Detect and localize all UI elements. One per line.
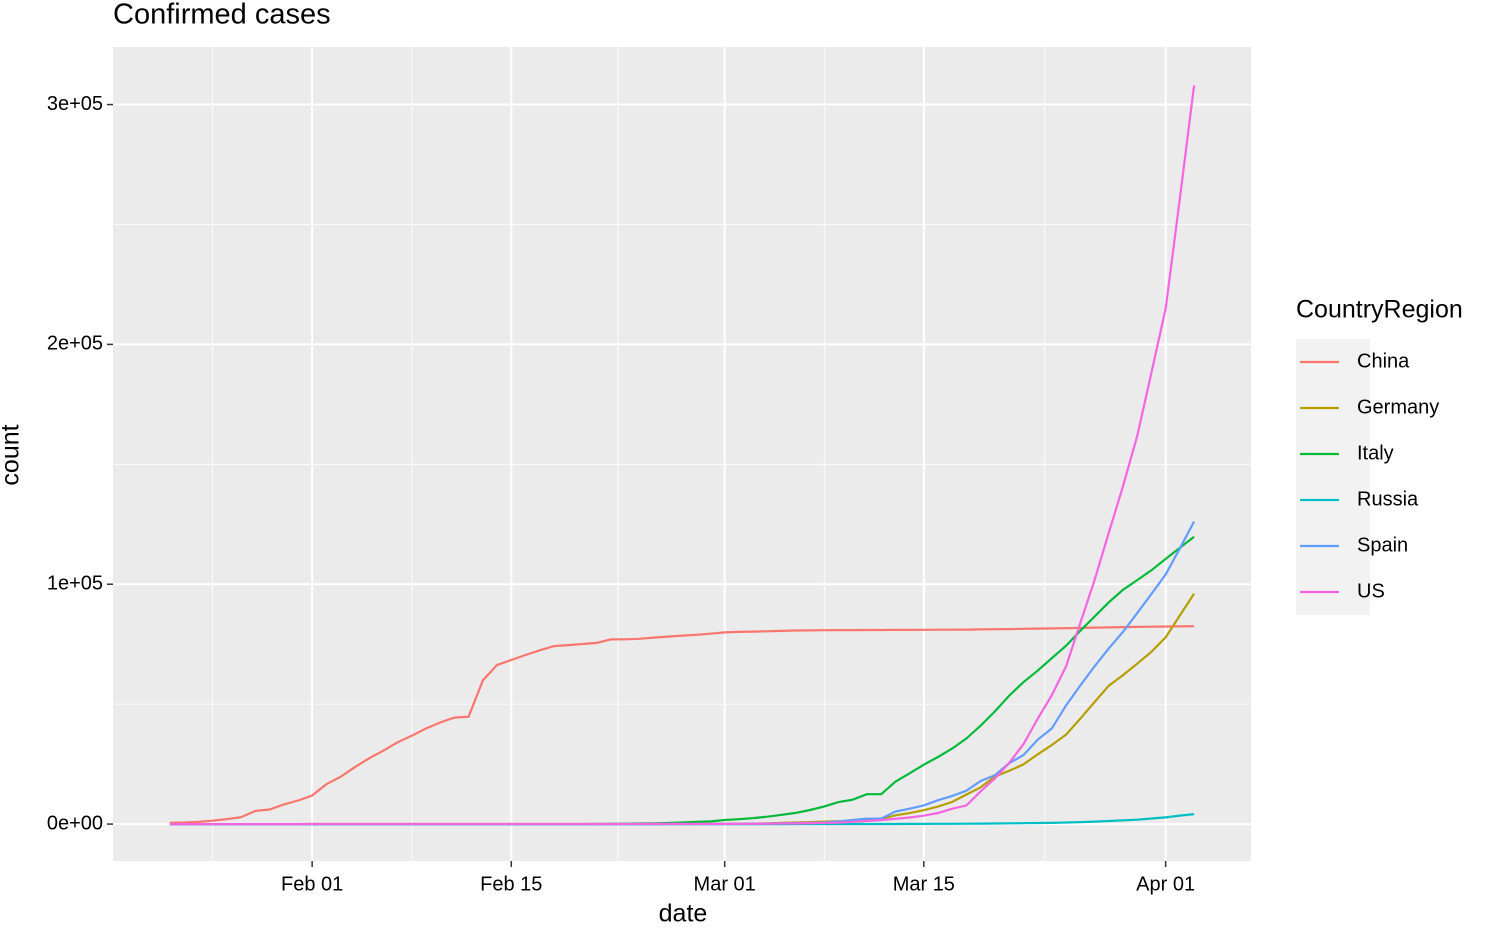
- x-tick-label: Feb 01: [281, 873, 343, 895]
- panel: [113, 47, 1251, 861]
- x-tick-label: Mar 15: [893, 873, 955, 895]
- y-tick-label: 3e+05: [47, 93, 103, 115]
- legend-box: [1296, 339, 1370, 615]
- legend-label: Italy: [1357, 442, 1394, 464]
- legend-label: China: [1357, 350, 1410, 372]
- x-axis-label: date: [659, 900, 708, 927]
- x-tick-label: Apr 01: [1136, 873, 1195, 895]
- legend-label: US: [1357, 580, 1385, 602]
- y-tick-label: 1e+05: [47, 573, 103, 595]
- legend-label: Germany: [1357, 396, 1439, 418]
- series-line: [169, 625, 1195, 824]
- chart-title: Confirmed cases: [113, 0, 331, 31]
- y-tick-label: 0e+00: [47, 812, 103, 834]
- x-tick-label: Mar 01: [694, 873, 756, 895]
- legend-title: CountryRegion: [1296, 296, 1463, 324]
- series-line: [169, 85, 1196, 826]
- legend-label: Spain: [1357, 534, 1408, 556]
- legend-label: Russia: [1357, 488, 1419, 510]
- y-axis-label: count: [0, 424, 25, 485]
- y-tick-label: 2e+05: [47, 333, 103, 355]
- x-tick-label: Feb 15: [480, 873, 542, 895]
